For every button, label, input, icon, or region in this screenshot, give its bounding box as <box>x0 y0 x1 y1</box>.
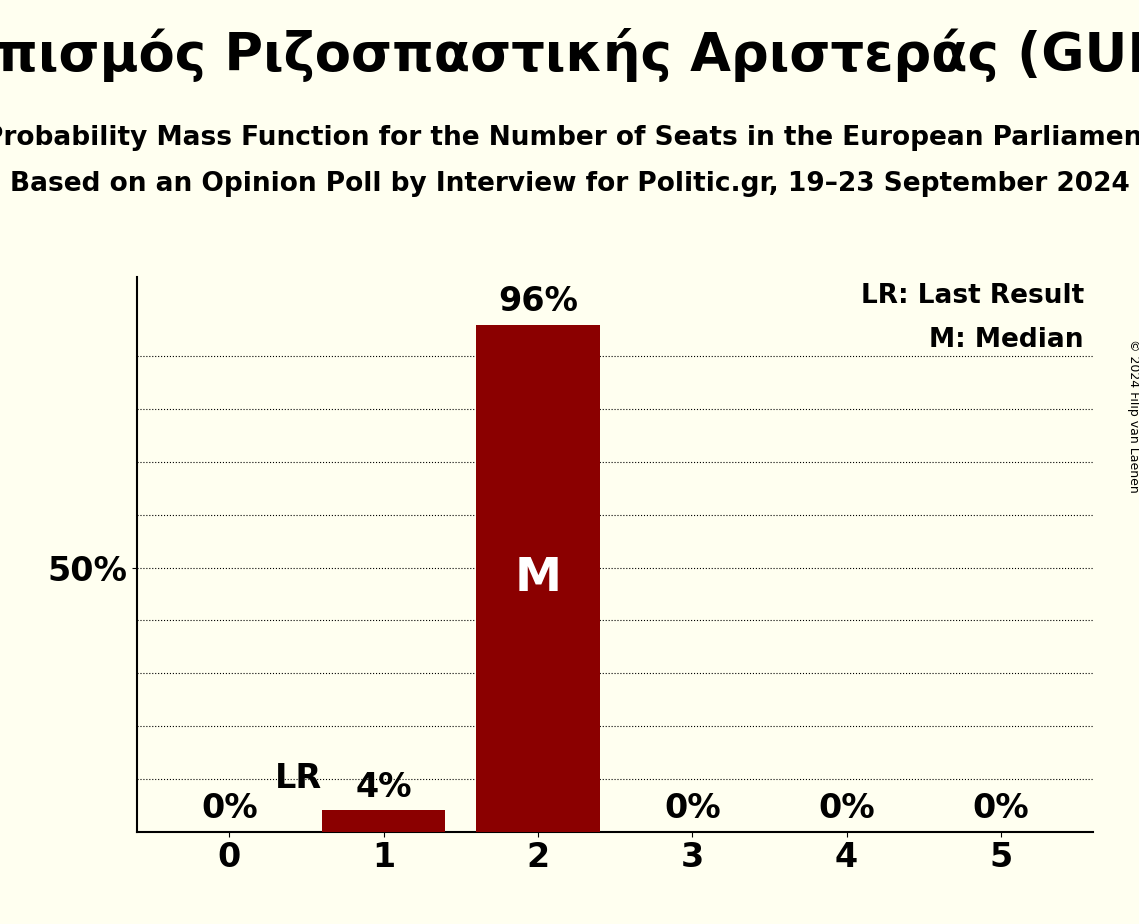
Text: 96%: 96% <box>498 286 577 319</box>
Text: 0%: 0% <box>973 792 1030 825</box>
Text: 0%: 0% <box>818 792 875 825</box>
Text: LR: Last Result: LR: Last Result <box>861 283 1084 309</box>
Text: M: Median: M: Median <box>929 327 1084 353</box>
Text: Συνασπισμός Ριζοσπαστικής Αριστεράς (GUE/NGL): Συνασπισμός Ριζοσπαστικής Αριστεράς (GUE… <box>0 28 1139 81</box>
Bar <box>476 324 599 832</box>
Text: © 2024 Filip van Laenen: © 2024 Filip van Laenen <box>1126 339 1139 492</box>
Bar <box>322 810 445 832</box>
Text: 0%: 0% <box>664 792 721 825</box>
Text: Probability Mass Function for the Number of Seats in the European Parliament: Probability Mass Function for the Number… <box>0 125 1139 151</box>
Text: Based on an Opinion Poll by Interview for Politic.gr, 19–23 September 2024: Based on an Opinion Poll by Interview fo… <box>9 171 1130 197</box>
Text: 4%: 4% <box>355 772 412 804</box>
Text: 0%: 0% <box>200 792 257 825</box>
Text: M: M <box>515 555 562 601</box>
Text: LR: LR <box>276 761 322 795</box>
